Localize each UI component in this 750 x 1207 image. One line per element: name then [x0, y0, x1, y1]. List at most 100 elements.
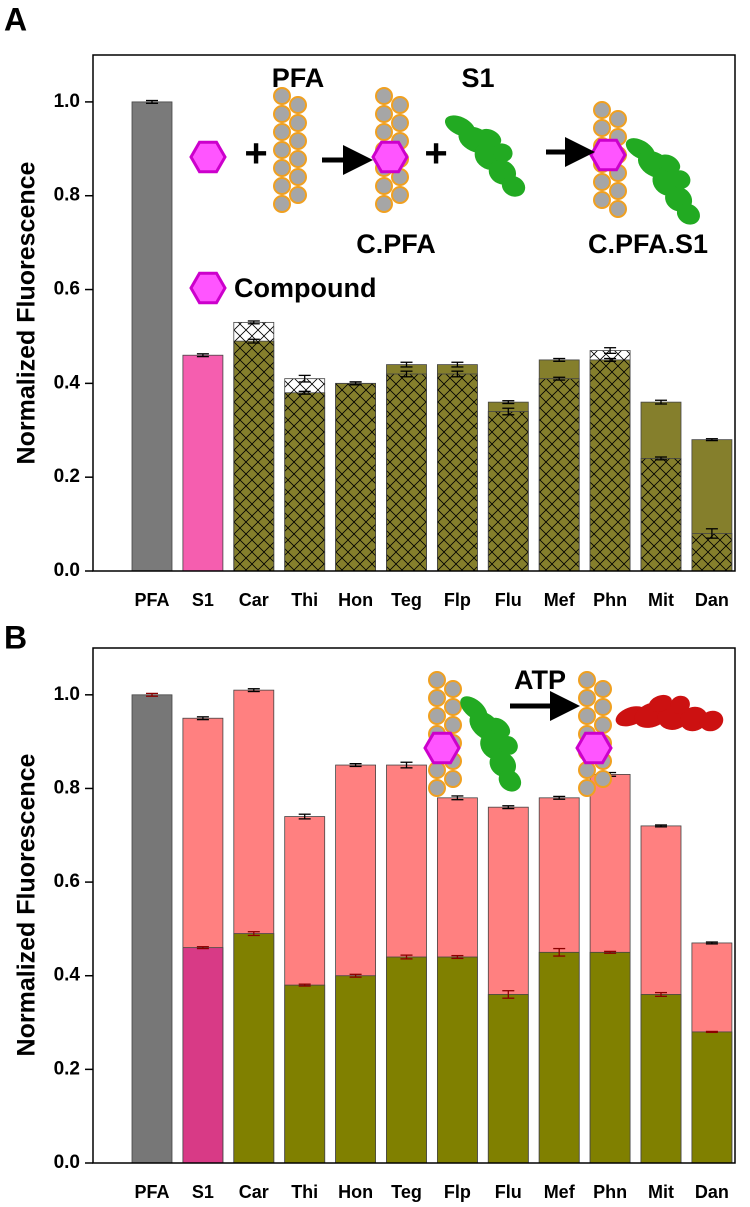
protein-part	[489, 717, 511, 738]
error-bar	[705, 941, 718, 945]
y-tick-label: 1.0	[54, 684, 80, 705]
pfa-bead	[594, 680, 612, 698]
pfa-bead	[578, 671, 596, 689]
protein-part	[670, 170, 691, 189]
error-bar	[196, 716, 209, 721]
y-axis-label: Normalized Fluorescence	[13, 753, 41, 1056]
annotation: ATP	[514, 665, 566, 695]
error-bar	[298, 813, 311, 820]
x-tick-label: Phn	[593, 1182, 627, 1202]
protein-part	[670, 695, 690, 714]
pfa-bead	[289, 132, 307, 150]
error-bar	[451, 795, 464, 801]
pfa-bead	[428, 761, 446, 779]
pfa-bead	[593, 101, 611, 119]
bar	[691, 1031, 733, 1164]
panel-label: B	[4, 619, 27, 655]
pfa-bead	[375, 105, 393, 123]
y-tick-label: 0.6	[54, 279, 80, 300]
pfa-bead	[273, 87, 291, 105]
pfa-bead	[578, 689, 596, 707]
x-tick-label: S1	[192, 590, 214, 610]
error-bar	[298, 983, 311, 987]
x-tick-label: Flu	[495, 1182, 522, 1202]
bar	[589, 350, 631, 572]
error-bar	[655, 824, 667, 828]
x-tick-label: Flp	[444, 590, 471, 610]
protein	[625, 138, 700, 225]
y-tick-label: 0.0	[54, 1152, 80, 1173]
pfa-bead	[444, 680, 462, 698]
x-tick-label: Phn	[593, 590, 627, 610]
protein	[460, 696, 522, 792]
error-bar	[349, 381, 362, 386]
pfa-bead	[578, 707, 596, 725]
y-tick-label: 0.4	[54, 965, 81, 986]
error-bar	[705, 438, 718, 442]
pfa-bead	[391, 96, 409, 114]
schematic	[189, 87, 724, 797]
bar	[131, 101, 173, 572]
x-tick-label: Dan	[695, 1182, 729, 1202]
error-bar	[655, 399, 667, 405]
protein-part	[699, 710, 724, 732]
bar	[386, 956, 427, 1164]
protein-part	[498, 769, 522, 792]
error-bar	[502, 400, 515, 405]
y-tick-label: 0.2	[54, 1058, 80, 1079]
pfa-bead	[273, 123, 291, 141]
error-bar	[400, 954, 413, 960]
error-bar	[349, 973, 362, 978]
x-tick-label: PFA	[134, 1182, 169, 1202]
bar	[589, 951, 631, 1164]
pfa-bead	[609, 182, 627, 200]
x-tick-label: Car	[239, 1182, 269, 1202]
error-bar	[553, 795, 566, 800]
error-bar	[553, 947, 566, 957]
bar	[335, 975, 377, 1164]
y-tick-label: 0.4	[54, 372, 81, 393]
error-bar	[705, 1030, 718, 1034]
error-bar	[400, 761, 413, 769]
bar	[335, 382, 377, 572]
annotation: +	[244, 132, 267, 176]
pfa-bead	[594, 770, 612, 788]
pfa-bead	[273, 177, 291, 195]
error-bar	[400, 361, 413, 368]
protein	[444, 115, 526, 197]
x-tick-label: Car	[239, 590, 269, 610]
error-bar	[349, 762, 362, 768]
bar	[182, 947, 224, 1164]
compound-icon	[371, 140, 409, 174]
error-bar	[298, 374, 311, 383]
pfa-bead	[594, 716, 612, 734]
bar	[233, 321, 275, 572]
x-tick-label: S1	[192, 1182, 214, 1202]
x-tick-label: Flu	[495, 590, 522, 610]
annotation: PFA	[272, 63, 325, 93]
bar	[436, 956, 478, 1164]
pfa-bead	[289, 96, 307, 114]
x-tick-label: Thi	[291, 590, 318, 610]
pfa-bead	[273, 105, 291, 123]
error-bar	[655, 456, 667, 461]
y-tick-label: 0.6	[54, 871, 80, 892]
error-bar	[502, 990, 515, 999]
annotation: C.PFA.S1	[588, 229, 708, 259]
error-bar	[553, 376, 566, 381]
pfa-bead	[428, 689, 446, 707]
y-tick-label: 1.0	[54, 91, 80, 112]
x-tick-label: Flp	[444, 1182, 471, 1202]
protein-part	[492, 143, 513, 162]
bar	[284, 378, 326, 572]
bar	[182, 354, 224, 572]
pfa-bead	[594, 698, 612, 716]
bar	[640, 458, 682, 572]
panel-label: A	[4, 1, 27, 37]
error-bar	[604, 950, 617, 954]
pfa-bead	[578, 779, 596, 797]
protein-part	[676, 203, 700, 225]
annotation: +	[424, 132, 447, 176]
error-bar	[400, 370, 413, 378]
